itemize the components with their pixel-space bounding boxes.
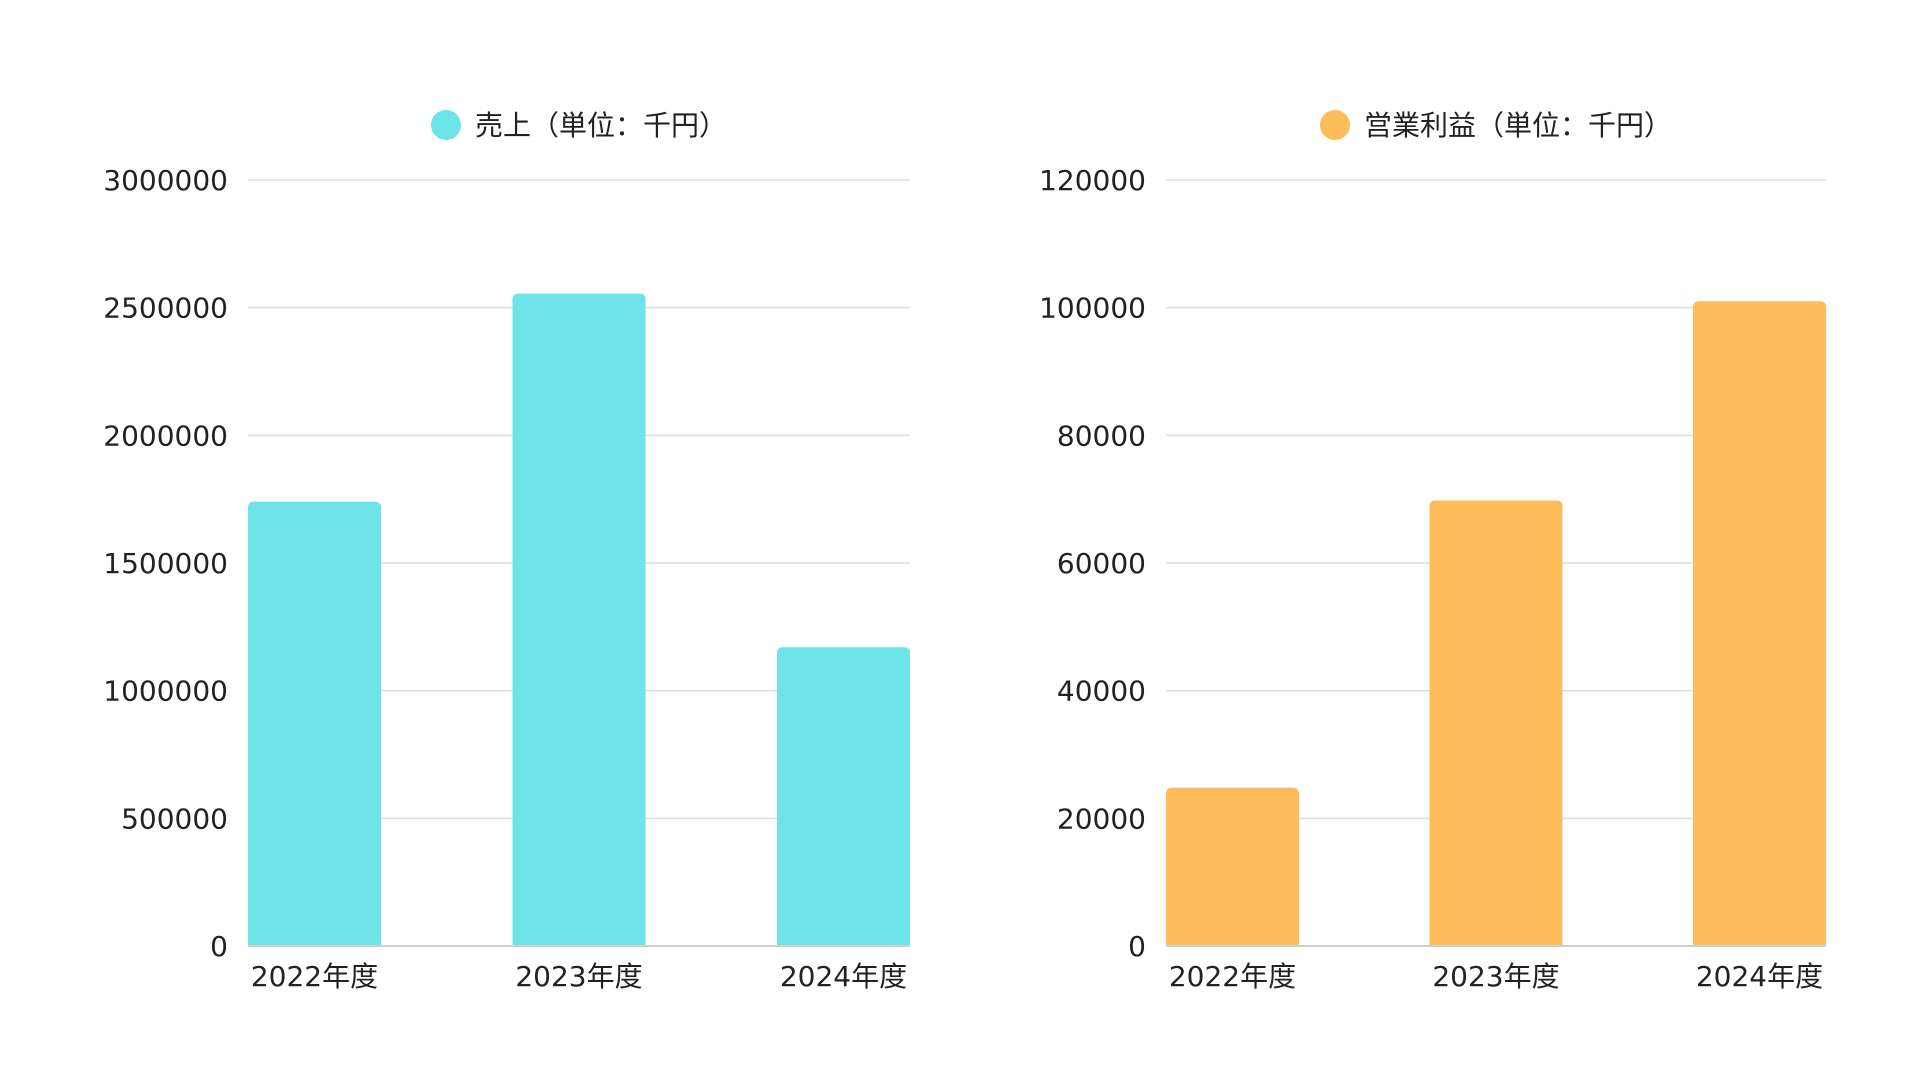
legend: 営業利益（単位：千円） <box>1319 109 1672 142</box>
y-tick-label: 3000000 <box>103 164 228 197</box>
x-tick-label: 2023年度 <box>515 960 642 993</box>
x-tick-label: 2022年度 <box>1169 960 1296 993</box>
bar-2023年度 <box>512 293 646 947</box>
x-tick-label: 2024年度 <box>780 960 907 993</box>
y-tick-label: 2500000 <box>103 292 228 325</box>
x-tick-label: 2024年度 <box>1696 960 1823 993</box>
y-tick-label: 100000 <box>1039 292 1146 325</box>
legend-marker <box>430 110 461 140</box>
bar-2024年度 <box>1693 301 1826 946</box>
y-tick-label: 20000 <box>1057 802 1146 835</box>
y-tick-label: 80000 <box>1057 419 1146 452</box>
y-tick-label: 120000 <box>1039 164 1146 197</box>
legend-marker <box>1319 110 1350 140</box>
x-tick-label: 2022年度 <box>251 960 378 993</box>
legend: 売上（単位：千円） <box>430 109 727 142</box>
y-tick-label: 500000 <box>121 802 228 835</box>
y-tick-label: 40000 <box>1057 675 1146 708</box>
legend-label: 売上（単位：千円） <box>475 109 727 142</box>
bar-2022年度 <box>1166 787 1299 946</box>
operating-profit-chart: 0 20000 40000 60000 80000 100000 120000 2022年度 2… <box>1039 109 1826 993</box>
y-tick-label: 0 <box>1128 930 1146 963</box>
sales-chart: 0 500000 1000000 1500000 2000000 2500000 30000… <box>103 109 910 993</box>
y-tick-label: 60000 <box>1057 547 1146 580</box>
y-tick-label: 1000000 <box>103 675 228 708</box>
y-tick-label: 1500000 <box>103 547 228 580</box>
x-tick-label: 2023年度 <box>1432 960 1559 993</box>
y-tick-label: 2000000 <box>103 419 228 452</box>
bar-2023年度 <box>1429 500 1563 946</box>
bar-2022年度 <box>248 501 381 946</box>
legend-label: 営業利益（単位：千円） <box>1364 109 1672 142</box>
y-tick-label: 0 <box>210 930 228 963</box>
bar-2024年度 <box>777 647 910 946</box>
